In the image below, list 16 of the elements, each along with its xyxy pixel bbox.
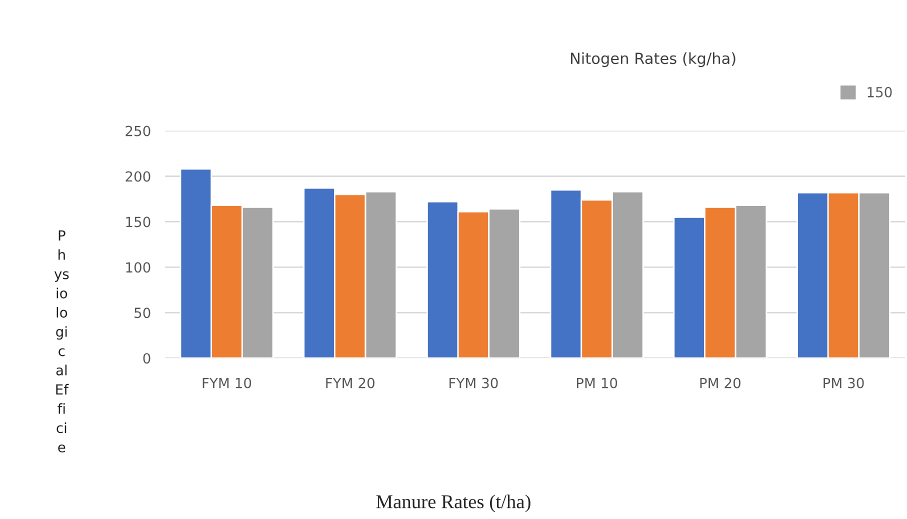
x-tick-label: PM 20 [700,378,740,388]
text: P h ys io lo gi c al Ef fi ci e [54,230,69,452]
text: Manure Rates (t/ha) [376,494,530,512]
x-tick-label: PM 30 [824,378,864,388]
y-tick-label: 250 [126,126,150,136]
y-tick-label: 200 [126,171,150,182]
y-tick-label: 100 [126,262,150,273]
legend-title: Nitogen Rates (kg/ha) [570,52,736,68]
y-tick-label: 0 [143,353,150,364]
x-tick-label: FYM 30 [450,378,498,388]
x-tick-label: FYM 20 [326,378,374,388]
y-tick-label: 150 [126,216,150,228]
y-tick-label: 50 [134,308,150,318]
legend-label: 150 [868,86,892,98]
x-tick-label: PM 10 [576,378,618,388]
x-tick-label: FYM 10 [202,378,252,388]
